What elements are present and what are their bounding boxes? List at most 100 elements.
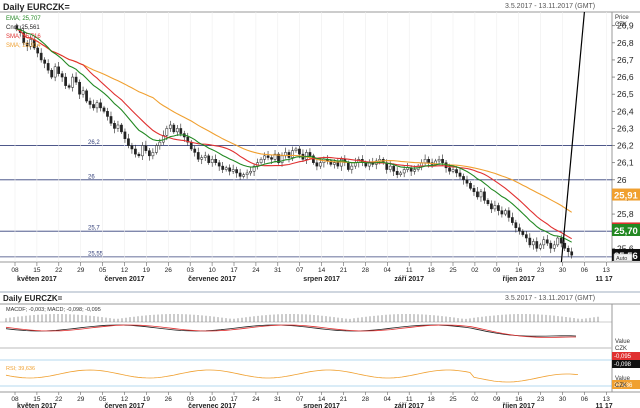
sub-x-tick-label-16: 28 bbox=[362, 396, 370, 403]
candle-body-7 bbox=[39, 52, 43, 61]
candle-body-132 bbox=[476, 191, 479, 198]
candle-body-91 bbox=[333, 162, 336, 165]
candle-body-49 bbox=[186, 136, 190, 143]
candle-body-138 bbox=[497, 205, 500, 211]
candle-body-50 bbox=[189, 141, 193, 150]
sub-x-tick-label-0: 08 bbox=[11, 396, 19, 403]
x-tick-label-20: 25 bbox=[449, 267, 457, 274]
auto-scale-button[interactable] bbox=[613, 253, 633, 262]
x-tick-label-22: 09 bbox=[493, 267, 501, 274]
sub-x-tick-label-17: 04 bbox=[384, 396, 392, 403]
sub-x-tick-label-11: 24 bbox=[252, 396, 260, 403]
candle-body-59 bbox=[221, 165, 225, 170]
trendline bbox=[560, 12, 585, 262]
legend-sma-short: SMA; 25,716 bbox=[6, 34, 41, 40]
level-label-3: 25,55 bbox=[88, 251, 104, 257]
candle-body-136 bbox=[490, 203, 493, 210]
sub-x-tick-label-5: 12 bbox=[121, 396, 129, 403]
candle-body-108 bbox=[392, 165, 396, 172]
candle-body-158 bbox=[566, 248, 570, 252]
candle-body-56 bbox=[210, 159, 214, 163]
candle-body-41 bbox=[158, 141, 162, 146]
month-label-6: 11 17 bbox=[596, 276, 613, 283]
candle-body-27 bbox=[109, 116, 113, 124]
candle-body-68 bbox=[252, 165, 256, 172]
sub-x-tick-label-7: 26 bbox=[165, 396, 173, 403]
indicator-panel: -0,095 -0,098 39,636 bbox=[0, 314, 640, 389]
x-axis: 08 08 15 15 22 22 29 29 05 05 12 12 19 19 26 26 03 03 10 10… bbox=[11, 262, 613, 408]
sub-x-tick-label-27: 13 bbox=[603, 396, 611, 403]
price-tick-label-2: 26,7 bbox=[617, 55, 634, 65]
price-axis-unit: CZK bbox=[615, 22, 627, 28]
candle-body-96 bbox=[350, 165, 354, 170]
candle-body-47 bbox=[179, 128, 183, 134]
candle-body-157 bbox=[563, 242, 567, 249]
price-tag-bg-2 bbox=[612, 223, 640, 236]
candle-body-141 bbox=[507, 210, 511, 218]
x-tick-label-14: 14 bbox=[318, 267, 326, 274]
rsi-value-header: Value bbox=[615, 376, 631, 382]
macd-tag-bg-0 bbox=[612, 352, 640, 360]
x-tick-label-10: 17 bbox=[230, 267, 238, 274]
candle-body-131 bbox=[472, 188, 476, 193]
candle-body-107 bbox=[388, 165, 392, 170]
candle-body-12 bbox=[57, 66, 60, 74]
legend-close: Cncl; 25,561 bbox=[6, 25, 40, 31]
candle-body-129 bbox=[465, 179, 469, 184]
candle-body-127 bbox=[458, 172, 462, 177]
legend-sma-long: SMA; 25,914 bbox=[6, 43, 41, 49]
x-tick-label-0: 08 bbox=[11, 267, 19, 274]
candle-body-33 bbox=[130, 145, 134, 150]
auto-scale-label: Auto bbox=[616, 256, 627, 262]
legend-ema: EMA; 25,707 bbox=[6, 16, 41, 22]
price-tick-label-1: 26,8 bbox=[617, 38, 634, 48]
candle-body-80 bbox=[294, 148, 298, 151]
candle-body-109 bbox=[395, 170, 399, 175]
x-tick-label-2: 22 bbox=[55, 267, 63, 274]
x-tick-label-25: 30 bbox=[559, 267, 567, 274]
x-tick-label-1: 15 bbox=[33, 267, 41, 274]
candle-body-14 bbox=[64, 76, 67, 86]
candle-body-34 bbox=[134, 148, 137, 155]
rsi-line bbox=[5, 369, 579, 383]
candle-body-31 bbox=[123, 131, 127, 139]
candle-body-117 bbox=[423, 159, 427, 163]
price-tick-label-11: 25,8 bbox=[617, 209, 634, 219]
price-tick-label-0: 26,9 bbox=[617, 21, 634, 31]
price-tag-label-0: 25,91 bbox=[614, 191, 638, 202]
candle-body-92 bbox=[336, 162, 340, 167]
candle-body-44 bbox=[168, 124, 172, 129]
candle-body-16 bbox=[71, 76, 74, 88]
candle-body-3 bbox=[25, 42, 29, 47]
candle-body-66 bbox=[245, 172, 249, 175]
candle-body-79 bbox=[291, 150, 294, 158]
x-tick-label-21: 02 bbox=[471, 267, 479, 274]
candle-body-154 bbox=[552, 244, 556, 249]
sub-chart-title: Daily EURCZK= bbox=[3, 294, 63, 303]
price-tick-label-8: 26,1 bbox=[617, 158, 634, 168]
macd-value-unit: CZK bbox=[615, 346, 627, 352]
sub-x-tick-label-8: 03 bbox=[187, 396, 195, 403]
price-tag-bg-0 bbox=[612, 188, 640, 201]
candle-body-112 bbox=[406, 167, 410, 170]
sub-month-label-0: květen 2017 bbox=[17, 403, 57, 408]
candle-body-111 bbox=[402, 169, 406, 174]
candle-body-130 bbox=[469, 182, 472, 189]
sub-month-label-3: srpen 2017 bbox=[303, 403, 340, 408]
candle-body-75 bbox=[277, 153, 280, 163]
moving-averages bbox=[16, 28, 573, 243]
candle-body-38 bbox=[148, 150, 151, 157]
candle-body-8 bbox=[43, 59, 47, 64]
candle-body-45 bbox=[172, 124, 176, 133]
candle-body-126 bbox=[455, 169, 458, 174]
candle-body-53 bbox=[200, 157, 204, 160]
panel-splitter[interactable] bbox=[0, 291, 640, 293]
sub-x-tick-label-24: 23 bbox=[537, 396, 545, 403]
sub-date-range: 3.5.2017 - 13.11.2017 (GMT) bbox=[505, 295, 596, 302]
candle-body-25 bbox=[102, 107, 106, 112]
sub-x-tick-label-20: 25 bbox=[449, 396, 457, 403]
x-tick-label-24: 23 bbox=[537, 267, 545, 274]
price-tick-label-7: 26,2 bbox=[617, 141, 634, 151]
candle-body-30 bbox=[120, 124, 123, 133]
